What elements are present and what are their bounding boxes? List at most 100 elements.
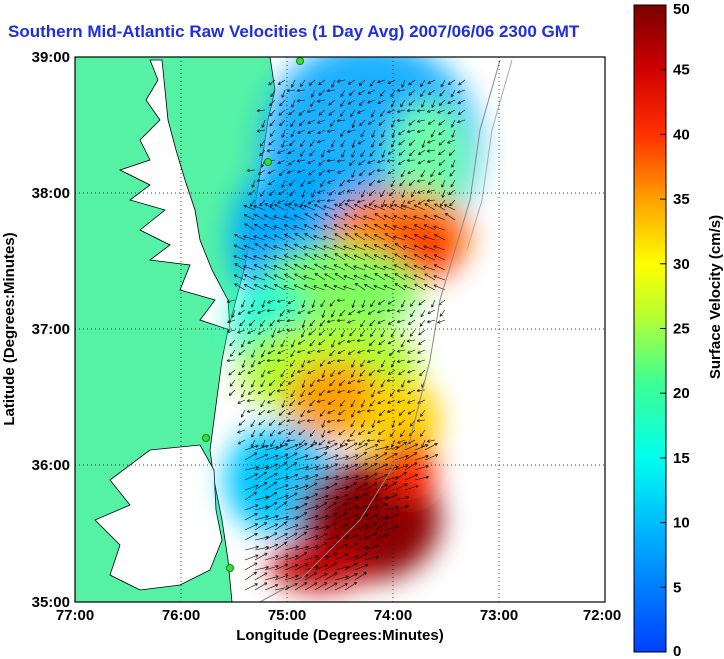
velocity-arrow-head	[300, 395, 304, 398]
velocity-arrow-head	[306, 466, 309, 470]
velocity-arrow-head	[290, 395, 294, 398]
velocity-arrow	[334, 273, 346, 281]
velocity-arrow	[314, 573, 328, 581]
velocity-arrow-head	[328, 192, 331, 196]
velocity-arrow	[294, 263, 306, 271]
velocity-arrow	[244, 523, 258, 531]
velocity-arrow-head	[295, 444, 299, 448]
velocity-arrow-head	[345, 443, 348, 447]
velocity-arrow-head	[299, 124, 303, 126]
velocity-arrow	[421, 439, 426, 448]
velocity-arrow-head	[265, 482, 268, 486]
velocity-arrow	[374, 244, 386, 251]
velocity-arrow	[293, 284, 306, 291]
velocity-arrow-head	[256, 108, 260, 112]
velocity-arrow	[319, 409, 326, 417]
velocity-arrow	[290, 359, 296, 367]
velocity-arrow	[408, 179, 416, 186]
velocity-arrow-head	[351, 365, 355, 368]
velocity-arrow-head	[376, 168, 380, 171]
colorbar-tick-label: 10	[673, 515, 690, 532]
velocity-arrow-head	[377, 101, 380, 104]
velocity-arrow-head	[295, 524, 299, 528]
velocity-arrow	[337, 369, 346, 375]
colorbar-tick-label: 20	[673, 385, 690, 402]
velocity-arrow	[403, 245, 416, 251]
velocity-arrow-head	[322, 425, 325, 428]
velocity-arrow	[337, 389, 346, 393]
velocity-arrow	[366, 439, 376, 441]
velocity-arrow	[317, 349, 326, 352]
velocity-arrow	[288, 409, 296, 415]
velocity-arrow-head	[335, 512, 338, 516]
velocity-arrow-head	[400, 335, 404, 338]
velocity-arrow-head	[323, 236, 326, 239]
velocity-arrow	[331, 139, 336, 148]
velocity-arrow	[354, 524, 369, 531]
velocity-arrow	[241, 389, 246, 398]
velocity-arrow	[418, 329, 426, 336]
velocity-arrow-head	[276, 515, 279, 519]
velocity-arrow	[348, 309, 356, 316]
velocity-arrow-head	[264, 273, 267, 277]
velocity-arrow	[437, 109, 446, 114]
velocity-arrow-head	[258, 422, 261, 426]
velocity-arrow-head	[265, 505, 269, 507]
velocity-arrow-head	[269, 194, 273, 196]
velocity-arrow-head	[366, 410, 371, 413]
velocity-arrow-head	[367, 121, 370, 125]
velocity-arrow-head	[297, 420, 300, 424]
velocity-arrow-head	[233, 274, 237, 278]
velocity-arrow	[254, 471, 267, 481]
velocity-arrow-head	[336, 496, 339, 499]
velocity-arrow-head	[269, 324, 273, 327]
velocity-arrow-head	[250, 425, 254, 428]
velocity-arrow-head	[358, 442, 361, 446]
velocity-arrow-head	[323, 265, 327, 267]
velocity-arrow	[357, 139, 366, 145]
velocity-arrow-head	[387, 341, 390, 344]
velocity-arrow	[347, 99, 356, 105]
velocity-arrow	[254, 224, 266, 231]
velocity-arrow-head	[273, 225, 277, 227]
velocity-arrow-head	[381, 135, 385, 138]
velocity-arrow-head	[278, 81, 280, 85]
velocity-arrow-head	[427, 142, 431, 144]
velocity-arrow-head	[305, 455, 309, 458]
velocity-arrow	[404, 485, 419, 491]
velocity-arrow-head	[437, 320, 440, 323]
velocity-arrow-head	[251, 365, 255, 368]
velocity-arrow	[404, 443, 418, 451]
velocity-arrow	[433, 245, 446, 251]
velocity-arrow-head	[345, 524, 349, 527]
velocity-arrow-head	[353, 245, 357, 249]
velocity-arrow	[420, 79, 426, 87]
velocity-arrow-head	[261, 165, 265, 168]
velocity-arrow-head	[423, 235, 426, 239]
velocity-arrow-head	[344, 263, 347, 267]
velocity-arrow-head	[419, 374, 423, 377]
velocity-arrow	[307, 199, 316, 205]
velocity-arrow	[280, 369, 286, 378]
x-axis-label: Longitude (Degrees:Minutes)	[236, 627, 444, 644]
velocity-arrow	[409, 419, 416, 427]
velocity-arrow-head	[317, 130, 320, 134]
velocity-arrow	[263, 264, 276, 271]
velocity-arrow-head	[321, 374, 323, 378]
velocity-arrow-head	[397, 400, 400, 403]
velocity-arrow-head	[381, 365, 384, 368]
velocity-arrow-head	[358, 91, 361, 95]
velocity-arrow-head	[387, 409, 390, 413]
velocity-arrow-head	[344, 224, 347, 228]
velocity-arrow	[417, 419, 426, 422]
velocity-arrow-head	[410, 334, 414, 337]
velocity-arrow-head	[327, 171, 331, 173]
velocity-arrow	[286, 329, 296, 331]
velocity-arrow	[309, 429, 316, 437]
velocity-arrow	[417, 349, 426, 354]
velocity-arrow-head	[288, 112, 291, 116]
velocity-arrow-head	[259, 154, 263, 157]
velocity-arrow-head	[307, 360, 310, 363]
velocity-arrow	[352, 139, 356, 148]
velocity-arrow-head	[248, 194, 252, 196]
